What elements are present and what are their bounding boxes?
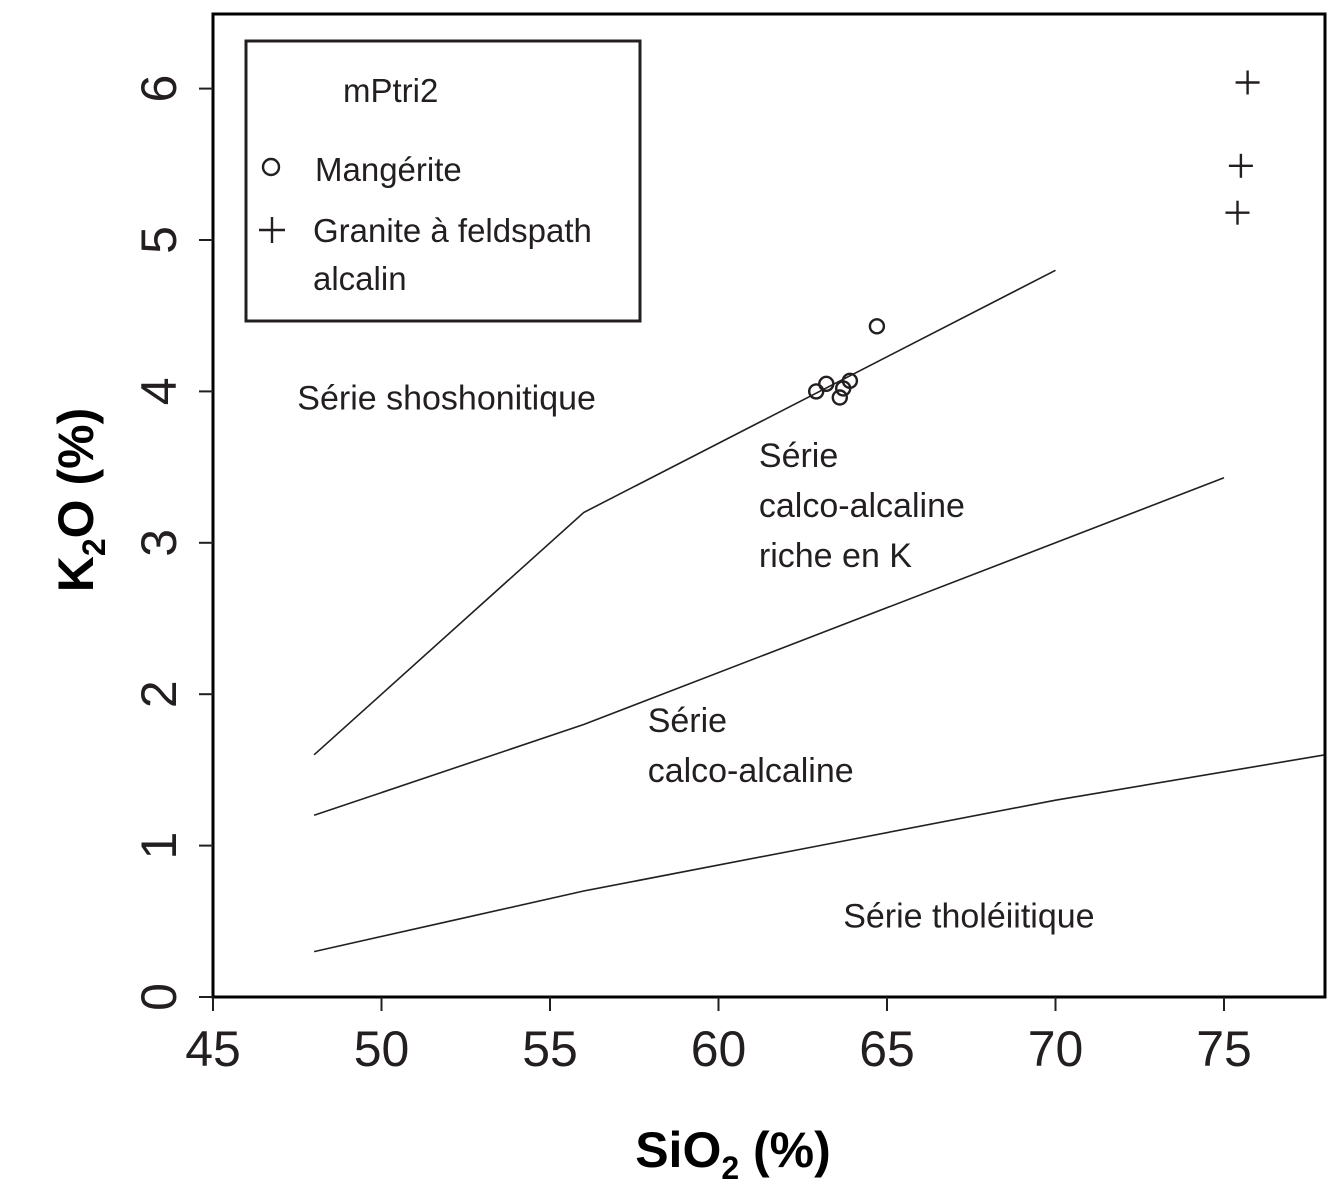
region-label-1: Série shoshonitique: [297, 380, 596, 418]
point-mangerite-2: [818, 375, 835, 392]
x-axis-ticks: 45 50 55 60 65 70 75: [185, 997, 1252, 1077]
point-granite-2: [1228, 153, 1253, 178]
y-axis-ticks: 0 1 2 3 4 5 6: [131, 75, 213, 1011]
legend: mPtri2 Mangérite Granite à feldspath alc…: [244, 39, 642, 323]
y-tick-label-3: 3: [131, 529, 187, 557]
x-tick-label-60: 60: [691, 1021, 747, 1077]
x-tick-label-75: 75: [1196, 1021, 1252, 1077]
point-mangerite-3: [831, 389, 848, 406]
x-axis-title: SiO2 (%): [635, 1122, 831, 1186]
legend-plus-marker: [259, 217, 285, 243]
plot-frame: [211, 12, 1327, 999]
legend-label-granite-line1: Granite à feldspath: [313, 212, 592, 249]
y-tick-label-1: 1: [131, 832, 187, 860]
y-tick-label-2: 2: [131, 680, 187, 708]
y-tick-label-0: 0: [131, 983, 187, 1011]
point-granite-1: [1235, 70, 1260, 95]
x-tick-label-70: 70: [1028, 1021, 1084, 1077]
legend-label-mangerite: Mangérite: [315, 151, 462, 188]
point-mangerite-1: [808, 383, 825, 400]
region-label-3: Série calco-alcaline: [648, 702, 854, 790]
data-points: [808, 70, 1260, 406]
point-granite-3: [1225, 200, 1250, 225]
legend-circle-marker: [261, 157, 281, 177]
y-tick-label-6: 6: [131, 75, 187, 103]
y-axis-title: K2O (%): [48, 408, 112, 592]
series-boundaries: [313, 269, 1326, 953]
region-label-2: Série calco-alcaline riche en K: [759, 437, 965, 575]
region-label-4: Série tholéiitique: [843, 897, 1094, 935]
point-mangerite-6: [868, 318, 886, 335]
x-tick-label-50: 50: [354, 1021, 410, 1077]
boundary-line-1: [313, 269, 1056, 756]
series-region-labels: Série shoshonitique Série calco-alcaline ri…: [297, 380, 1094, 936]
legend-title: mPtri2: [343, 72, 438, 109]
boundary-line-2: [313, 476, 1225, 817]
x-tick-label-45: 45: [185, 1021, 241, 1077]
point-mangerite-5: [841, 372, 859, 389]
boundary-line-3: [313, 754, 1326, 953]
x-tick-label-65: 65: [859, 1021, 915, 1077]
legend-label-granite-line2: alcalin: [313, 260, 407, 297]
x-tick-label-55: 55: [522, 1021, 578, 1077]
y-tick-label-5: 5: [131, 226, 187, 254]
y-tick-label-4: 4: [131, 377, 187, 405]
legend-box: [244, 39, 642, 323]
